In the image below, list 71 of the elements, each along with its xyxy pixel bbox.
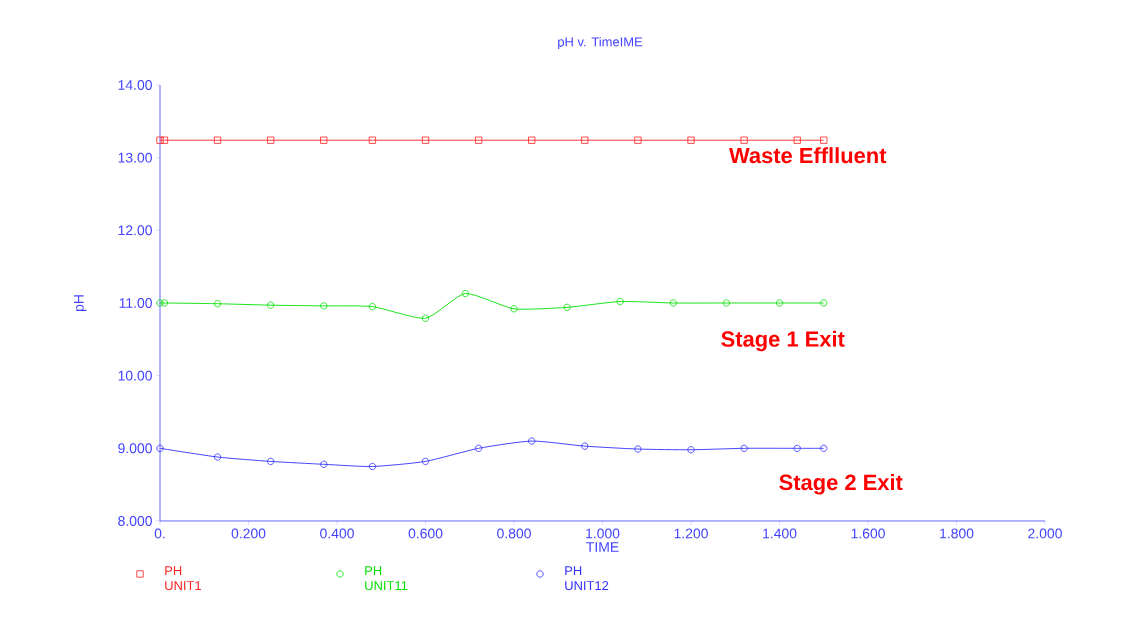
point xyxy=(616,297,624,306)
point xyxy=(740,444,748,452)
point xyxy=(722,299,731,307)
point xyxy=(368,136,377,144)
point xyxy=(156,444,164,452)
point xyxy=(820,444,828,452)
y-tick-label: 10.00 xyxy=(118,370,152,381)
point xyxy=(156,299,164,307)
point xyxy=(687,136,695,144)
point xyxy=(528,437,536,445)
point xyxy=(687,446,695,454)
legend-label: PH UNIT11 xyxy=(365,566,408,591)
point xyxy=(368,462,377,471)
point xyxy=(820,136,828,144)
point xyxy=(368,303,377,311)
point xyxy=(793,444,801,452)
point xyxy=(213,300,222,308)
point xyxy=(581,136,589,144)
point xyxy=(213,136,222,144)
point xyxy=(421,457,430,465)
x-tick-label: 0.200 xyxy=(231,528,266,539)
y-tick-label: 14.00 xyxy=(118,80,152,90)
x-tick-label: 0. xyxy=(154,528,165,539)
point xyxy=(475,136,483,144)
x-tick-label: 0.800 xyxy=(497,528,531,539)
annotation: Waste Efflluent xyxy=(729,147,887,164)
point xyxy=(267,457,275,465)
x-tick-label: 1.000 xyxy=(586,528,620,539)
point xyxy=(421,314,430,322)
x-tick-label: 1.800 xyxy=(940,528,974,539)
y-axis-title: pH xyxy=(74,295,87,311)
point xyxy=(634,136,642,144)
point xyxy=(581,442,589,450)
point xyxy=(634,445,642,453)
x-tick-label: 1.400 xyxy=(763,528,797,539)
y-tick-label: 11.00 xyxy=(119,298,152,308)
point xyxy=(267,136,275,144)
annotation: Stage 2 Exit xyxy=(779,474,903,495)
point xyxy=(320,460,328,468)
point xyxy=(421,136,430,144)
point xyxy=(320,136,328,144)
y-tick-label: 8.000 xyxy=(118,516,152,526)
x-tick-label: 1.600 xyxy=(851,528,885,539)
x-tick-label: 0.600 xyxy=(408,528,443,539)
point xyxy=(160,299,169,307)
y-tick-label: 9.000 xyxy=(118,443,152,454)
point xyxy=(267,301,275,309)
y-tick-label: 12.00 xyxy=(118,225,152,236)
point xyxy=(461,289,469,298)
point xyxy=(156,136,164,144)
point xyxy=(160,136,169,144)
point xyxy=(320,302,328,310)
point xyxy=(669,299,677,307)
x-axis-title: TIME xyxy=(586,542,619,552)
point xyxy=(528,136,536,144)
point xyxy=(793,136,801,144)
x-tick-label: 2.000 xyxy=(1028,528,1062,539)
legend-label: PH UNIT1 xyxy=(165,566,201,591)
annotation: Stage 1 Exit xyxy=(721,330,845,352)
y-tick-label: 13.00 xyxy=(118,152,152,163)
x-tick-label: 1.200 xyxy=(674,528,708,539)
point xyxy=(820,299,828,307)
point xyxy=(475,444,483,452)
chart-title: pH v. TimeIME xyxy=(558,36,643,50)
point xyxy=(775,299,784,307)
point xyxy=(213,453,222,461)
point xyxy=(563,303,571,311)
legend-label: PH UNIT12 xyxy=(565,566,609,591)
point xyxy=(510,305,518,313)
point xyxy=(740,136,748,144)
x-tick-label: 0.400 xyxy=(320,528,354,539)
